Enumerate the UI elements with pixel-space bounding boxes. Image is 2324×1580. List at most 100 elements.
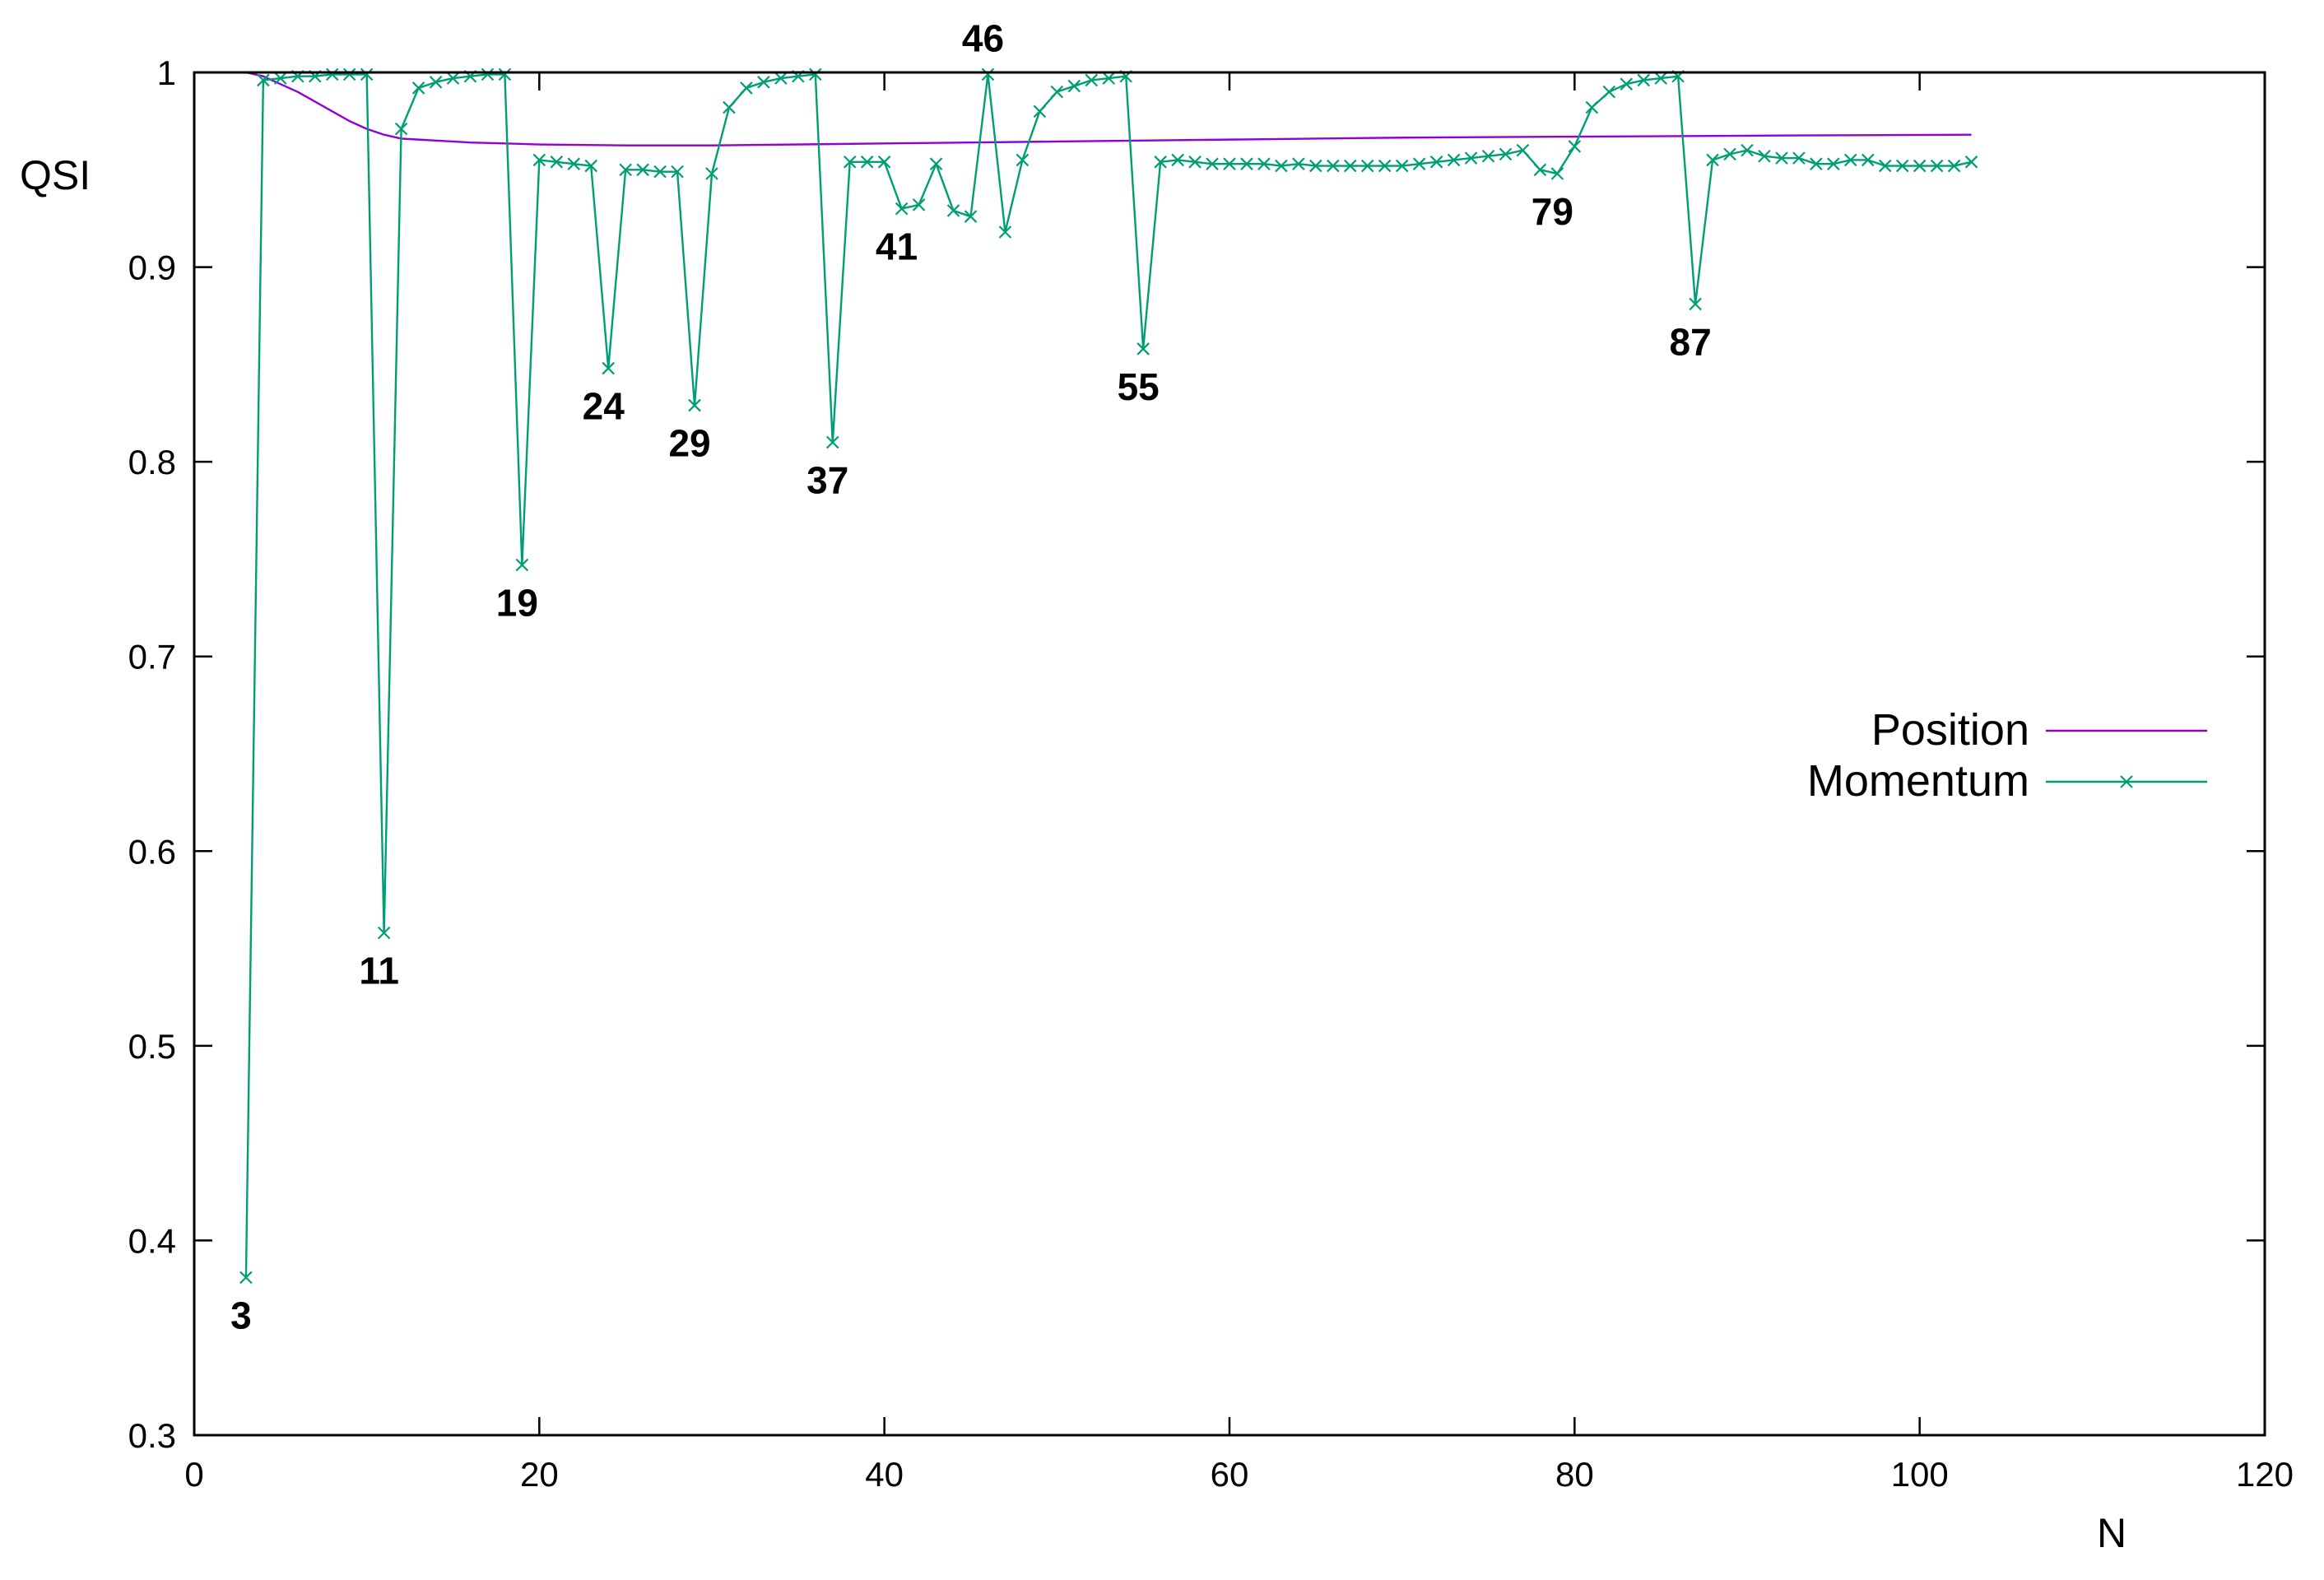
data-point-marker bbox=[325, 67, 339, 81]
data-point-marker bbox=[1654, 72, 1667, 85]
series-momentum bbox=[239, 67, 1978, 1285]
data-point-marker bbox=[1016, 153, 1030, 167]
data-point-marker bbox=[860, 156, 874, 169]
annotation-label: 37 bbox=[806, 458, 848, 501]
y-axis-label: QSI bbox=[20, 152, 91, 198]
data-point-marker bbox=[274, 72, 287, 85]
data-point-marker bbox=[1861, 153, 1875, 167]
data-point-marker bbox=[843, 156, 857, 169]
x-tick-label: 60 bbox=[1211, 1455, 1249, 1494]
data-point-marker bbox=[1050, 85, 1064, 99]
data-point-marker bbox=[1516, 143, 1530, 157]
y-tick-label: 0.4 bbox=[128, 1221, 176, 1260]
data-point-marker bbox=[1550, 167, 1564, 180]
data-point-marker bbox=[998, 225, 1012, 239]
point-annotations: 3 11 19 24 29 37 41 46 55 79 87 bbox=[230, 16, 1712, 1336]
data-point-marker bbox=[567, 157, 581, 170]
x-tick-label: 0 bbox=[184, 1455, 203, 1494]
data-point-marker bbox=[688, 398, 701, 412]
data-point-marker bbox=[1102, 72, 1116, 85]
y-tick-label: 0.5 bbox=[128, 1027, 176, 1066]
data-point-marker bbox=[1775, 151, 1788, 165]
data-point-marker bbox=[705, 167, 718, 180]
annotation-label: 3 bbox=[230, 1294, 252, 1336]
data-point-marker bbox=[394, 122, 408, 136]
x-axis-label: N bbox=[2097, 1510, 2126, 1556]
data-point-marker bbox=[602, 361, 615, 375]
data-point-marker bbox=[1568, 140, 1582, 153]
annotation-label: 29 bbox=[668, 422, 710, 465]
data-point-marker bbox=[1585, 100, 1599, 114]
annotation-label: 79 bbox=[1532, 190, 1573, 233]
data-point-marker bbox=[981, 67, 995, 81]
annotation-label: 19 bbox=[496, 582, 538, 625]
data-point-marker bbox=[257, 73, 270, 87]
data-point-marker bbox=[653, 165, 667, 179]
data-point-marker bbox=[1464, 151, 1478, 165]
data-point-marker bbox=[740, 81, 753, 95]
y-tick-label: 1 bbox=[157, 53, 176, 92]
data-point-marker bbox=[360, 67, 374, 81]
data-point-marker bbox=[809, 67, 822, 81]
data-point-marker bbox=[515, 558, 529, 572]
data-point-marker bbox=[757, 76, 770, 89]
data-point-marker bbox=[1689, 297, 1702, 311]
x-tick-label: 120 bbox=[2236, 1455, 2294, 1494]
x-tick-label: 20 bbox=[520, 1455, 559, 1494]
data-point-marker bbox=[1602, 85, 1616, 99]
data-point-marker bbox=[1913, 159, 1927, 173]
data-point-marker bbox=[1844, 153, 1857, 167]
y-tick-label: 0.7 bbox=[128, 638, 176, 676]
data-point-marker bbox=[1360, 159, 1374, 173]
data-point-marker bbox=[1206, 157, 1219, 170]
series-line-position bbox=[245, 71, 1972, 146]
legend-marker bbox=[2120, 775, 2133, 788]
data-point-marker bbox=[1275, 159, 1288, 173]
data-point-marker bbox=[429, 76, 443, 89]
data-point-marker bbox=[1964, 156, 1978, 169]
x-tick-label: 100 bbox=[1891, 1455, 1949, 1494]
data-point-marker bbox=[895, 202, 909, 216]
data-point-marker bbox=[1292, 157, 1305, 170]
legend-label: Position bbox=[1871, 705, 2029, 755]
data-point-marker bbox=[774, 72, 788, 85]
data-point-marker bbox=[1412, 157, 1426, 170]
data-point-marker bbox=[1895, 159, 1909, 173]
data-point-marker bbox=[1499, 147, 1513, 161]
plot-frame bbox=[193, 71, 2266, 1437]
annotation-label: 87 bbox=[1670, 321, 1712, 364]
legend-label: Momentum bbox=[1807, 756, 2029, 806]
data-point-marker bbox=[1257, 157, 1271, 170]
data-point-marker bbox=[411, 81, 425, 95]
data-point-marker bbox=[1723, 147, 1736, 161]
data-point-marker bbox=[964, 210, 978, 223]
data-point-marker bbox=[584, 159, 598, 173]
data-point-marker bbox=[1637, 73, 1650, 87]
data-point-marker bbox=[1033, 105, 1047, 118]
data-point-marker bbox=[1240, 157, 1253, 170]
data-point-marker bbox=[239, 1271, 253, 1285]
data-point-marker bbox=[1067, 79, 1081, 93]
data-point-marker bbox=[1792, 151, 1806, 165]
data-point-marker bbox=[723, 100, 736, 114]
data-point-marker bbox=[1171, 153, 1184, 167]
series-layer bbox=[239, 67, 1978, 1285]
data-point-marker bbox=[929, 157, 943, 170]
data-point-marker bbox=[1447, 153, 1461, 167]
annotation-label: 55 bbox=[1118, 365, 1160, 408]
data-point-marker bbox=[481, 67, 495, 81]
y-tick-label: 0.8 bbox=[128, 443, 176, 481]
data-point-marker bbox=[1810, 157, 1823, 170]
data-point-marker bbox=[912, 198, 926, 211]
data-point-marker bbox=[550, 156, 564, 169]
data-point-marker bbox=[877, 156, 891, 169]
annotation-label: 41 bbox=[876, 225, 918, 268]
x-tick-label: 40 bbox=[865, 1455, 904, 1494]
annotation-label: 11 bbox=[359, 950, 399, 992]
data-point-marker bbox=[1827, 157, 1840, 170]
data-point-marker bbox=[671, 165, 684, 179]
data-point-marker bbox=[1741, 143, 1754, 157]
data-point-marker bbox=[1758, 149, 1771, 163]
data-point-marker bbox=[377, 926, 391, 940]
